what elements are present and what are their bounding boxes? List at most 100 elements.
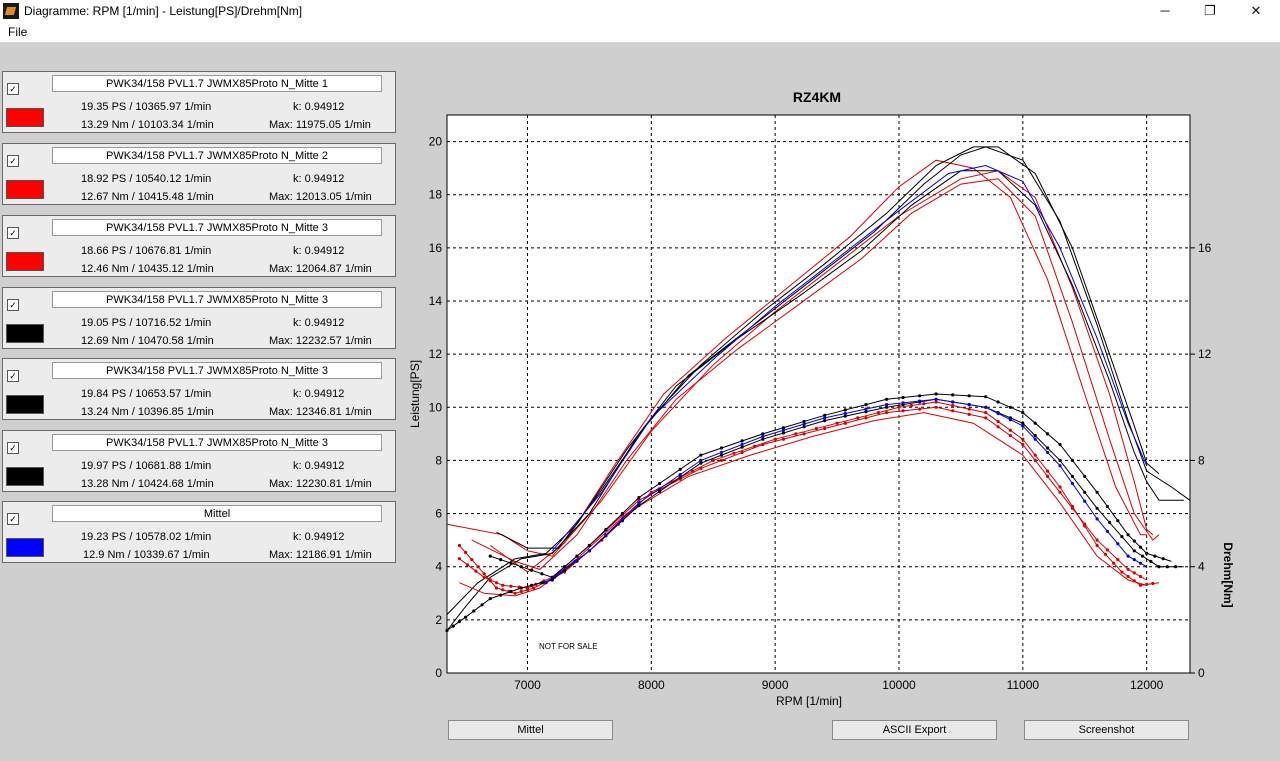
data-point: [802, 419, 806, 424]
series-panel: ✓ PWK34/158 PVL1.7 JWMX85Proto N_Mitte 3…: [2, 215, 396, 277]
data-point: [984, 411, 988, 415]
series-name-field[interactable]: PWK34/158 PVL1.7 JWMX85Proto N_Mitte 3: [52, 219, 382, 236]
data-point: [1058, 442, 1062, 447]
data-point: [934, 392, 938, 396]
y-tick-label: 10: [429, 400, 443, 414]
series-name-field[interactable]: PWK34/158 PVL1.7 JWMX85Proto N_Mitte 3: [52, 291, 382, 308]
series-checkbox[interactable]: ✓: [7, 299, 19, 311]
series-name-field[interactable]: PWK34/158 PVL1.7 JWMX85Proto N_Mitte 3: [52, 434, 382, 451]
data-point: [1126, 533, 1130, 537]
data-point: [934, 397, 938, 401]
data-point: [996, 425, 1000, 429]
series-color-swatch[interactable]: [6, 395, 44, 414]
data-point: [1046, 450, 1050, 455]
power-peak-text: 19.97 PS / 10681.88 1/min: [81, 460, 212, 472]
power-peak-text: 19.23 PS / 10578.02 1/min: [81, 531, 212, 543]
data-point: [658, 487, 662, 491]
data-point: [678, 467, 682, 471]
data-point: [984, 395, 988, 399]
data-point: [967, 403, 971, 407]
data-point: [967, 407, 971, 411]
series-checkbox[interactable]: ✓: [7, 442, 19, 454]
series-panel: ✓ PWK34/158 PVL1.7 JWMX85Proto N_Mitte 1…: [2, 71, 396, 133]
data-point: [513, 591, 517, 595]
data-point: [575, 554, 579, 558]
plot-area: [446, 114, 1191, 674]
data-point: [719, 453, 724, 457]
data-point: [470, 558, 474, 562]
data-point: [1149, 559, 1153, 564]
data-point: [494, 581, 499, 585]
series-color-swatch[interactable]: [6, 108, 44, 127]
data-point: [1021, 437, 1025, 441]
series-color-swatch[interactable]: [6, 324, 44, 343]
data-point: [501, 588, 505, 592]
data-point: [1151, 581, 1155, 586]
data-point: [1132, 539, 1136, 543]
y2-tick-label: 8: [1198, 453, 1205, 467]
data-point: [864, 407, 868, 411]
data-point: [1126, 574, 1130, 579]
data-point: [996, 400, 1000, 404]
series-name-field[interactable]: PWK34/158 PVL1.7 JWMX85Proto N_Mitte 1: [52, 75, 382, 92]
data-point: [1058, 458, 1062, 462]
data-point: [967, 412, 971, 416]
series-color-swatch[interactable]: [6, 467, 44, 486]
series-checkbox[interactable]: ✓: [7, 227, 19, 239]
data-point: [587, 549, 592, 553]
data-point: [540, 581, 544, 585]
series-name-field[interactable]: PWK34/158 PVL1.7 JWMX85Proto N_Mitte 3: [52, 362, 382, 379]
grid: [447, 115, 1190, 673]
series-checkbox[interactable]: ✓: [7, 513, 19, 525]
k-factor-text: k: 0.94912: [293, 245, 345, 257]
screenshot-button[interactable]: Screenshot: [1024, 720, 1189, 740]
series-checkbox[interactable]: ✓: [7, 155, 19, 167]
data-point: [540, 572, 544, 576]
data-point: [1120, 570, 1124, 574]
series-checkbox[interactable]: ✓: [7, 83, 19, 95]
minimize-button[interactable]: ─: [1160, 3, 1170, 18]
data-point: [711, 458, 715, 462]
data-point: [604, 533, 608, 537]
data-point: [1021, 424, 1025, 428]
k-factor-text: k: 0.94912: [293, 173, 345, 185]
data-point: [1021, 442, 1025, 447]
series-name-field[interactable]: Mittel: [52, 505, 382, 522]
data-point: [530, 568, 534, 572]
series-color-swatch[interactable]: [6, 252, 44, 271]
data-point: [843, 414, 847, 418]
series-color-swatch[interactable]: [6, 538, 44, 557]
data-point: [464, 615, 468, 619]
data-point: [885, 405, 889, 409]
series-color-swatch[interactable]: [6, 180, 44, 199]
data-point: [1008, 434, 1013, 438]
power-curve: [490, 159, 1147, 573]
ascii-export-button[interactable]: ASCII Export: [832, 720, 997, 740]
data-point: [984, 416, 988, 420]
axis-ticks: 7000 8000 9000 10000 11000 12000 0 2 4 6 8 10 12 14 16…: [429, 135, 1212, 692]
data-point: [1138, 583, 1143, 587]
power-peak-text: 19.84 PS / 10653.57 1/min: [81, 388, 212, 400]
torque-curve: [545, 398, 1147, 584]
data-point: [494, 586, 499, 590]
maximize-button[interactable]: ❐: [1204, 3, 1216, 18]
data-point: [876, 411, 881, 415]
data-point: [1083, 490, 1087, 494]
data-point: [1107, 520, 1112, 525]
data-point: [885, 403, 889, 407]
data-point: [1138, 545, 1143, 549]
menu-file[interactable]: File: [8, 25, 28, 39]
data-point: [699, 458, 703, 462]
data-point: [678, 473, 682, 477]
data-point: [951, 400, 955, 404]
x-tick-label: 11000: [1007, 678, 1040, 692]
series-checkbox[interactable]: ✓: [7, 370, 19, 382]
series-name-field[interactable]: PWK34/158 PVL1.7 JWMX85Proto N_Mitte 2: [52, 147, 382, 164]
data-point: [1161, 557, 1165, 561]
torque-peak-text: 13.24 Nm / 10396.85 1/min: [81, 406, 214, 418]
close-button[interactable]: ✕: [1250, 3, 1262, 18]
data-point: [519, 565, 523, 569]
data-point: [1095, 543, 1099, 548]
mittel-button[interactable]: Mittel: [448, 720, 613, 740]
data-point: [1145, 551, 1149, 556]
